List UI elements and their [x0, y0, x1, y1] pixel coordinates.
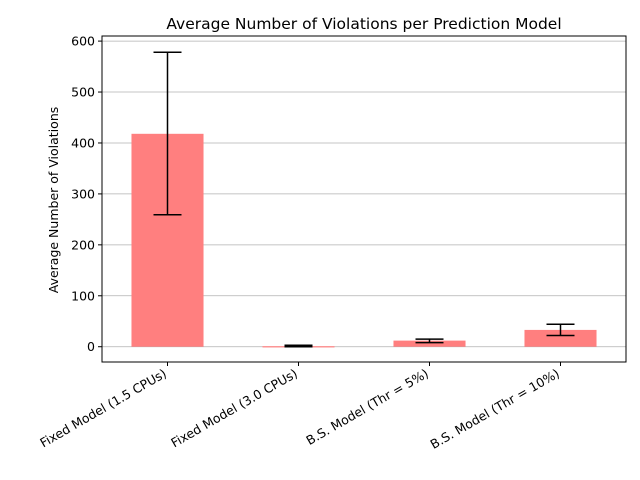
- x-axis-ticks: Fixed Model (1.5 CPUs) Fixed Model (3.0 C…: [37, 362, 562, 452]
- x-tick-label: Fixed Model (1.5 CPUs): [37, 366, 169, 451]
- bar-3: [524, 329, 597, 347]
- error-bars: [153, 51, 575, 348]
- y-tick-label: 200: [71, 237, 95, 252]
- y-axis-label: Average Number of Violations: [46, 107, 61, 294]
- y-tick-label: 500: [71, 85, 95, 100]
- y-tick-label: 0: [87, 339, 95, 354]
- x-tick-label: B.S. Model (Thr = 5%): [303, 366, 431, 448]
- chart-title: Average Number of Violations per Predict…: [166, 15, 561, 33]
- y-tick-label: 600: [71, 34, 95, 49]
- y-tick-label: 400: [71, 135, 95, 150]
- x-tick-label: Fixed Model (3.0 CPUs): [168, 366, 300, 451]
- x-tick-label: B.S. Model (Thr = 10%): [428, 366, 562, 452]
- y-tick-label: 300: [71, 186, 95, 201]
- bar-2: [393, 340, 466, 347]
- plot-frame: [101, 35, 627, 363]
- bars: [131, 133, 597, 348]
- y-axis-ticks: 0 100 200 300 400 500 600: [71, 34, 102, 354]
- y-tick-label: 100: [71, 288, 95, 303]
